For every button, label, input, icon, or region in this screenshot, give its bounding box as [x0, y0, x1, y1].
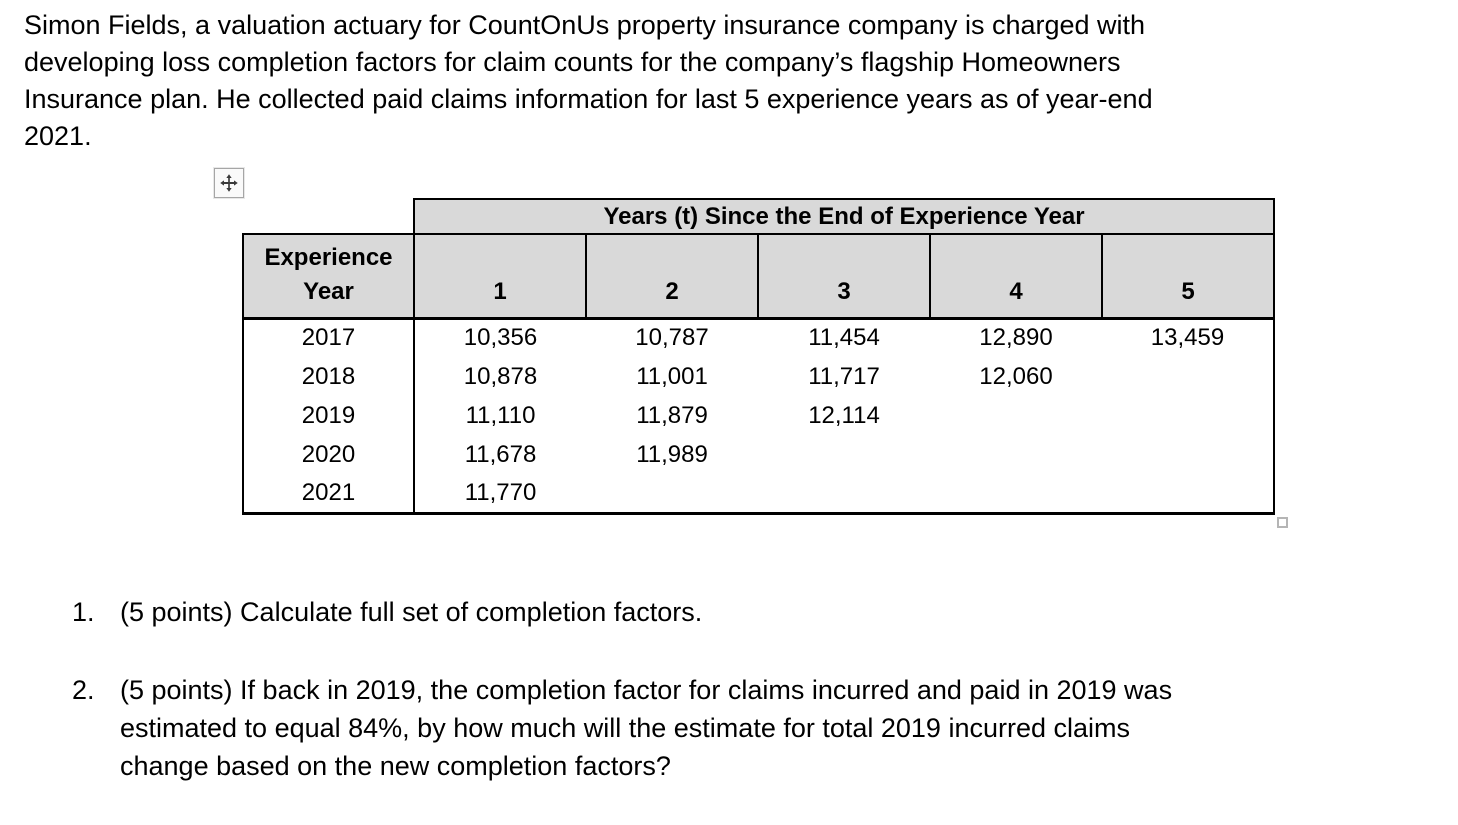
intro-line: Insurance plan. He collected paid claims…: [24, 84, 1153, 114]
claims-value-cell: [586, 474, 758, 515]
intro-paragraph: Simon Fields, a valuation actuary for Co…: [24, 7, 1444, 155]
claims-value-cell: 11,001: [636, 362, 708, 390]
claims-triangle-table: Years (t) Since the End of Experience Ye…: [242, 198, 1275, 515]
question-text: (5 points) If back in 2019, the completi…: [120, 675, 1173, 781]
claims-value-cell: [1102, 357, 1275, 396]
claims-value-cell: [930, 435, 1102, 474]
table-row-2019: 2019 11,110 11,879 12,114: [242, 396, 1275, 435]
claims-value-cell: 11,770: [414, 474, 586, 515]
claims-value-cell: 12,060: [979, 362, 1053, 390]
claims-value-cell: 11,717: [808, 362, 880, 390]
blank-corner-cell: [243, 199, 414, 234]
question-number: 2.: [72, 675, 95, 705]
claims-value-cell: [1102, 396, 1275, 435]
experience-year-cell: 2018: [242, 357, 415, 396]
claims-value-cell: 13,459: [1102, 318, 1275, 357]
claims-value-cell: [930, 396, 1102, 435]
claims-value-cell: 11,110: [465, 401, 536, 429]
table-row-2018: 2018 10,878 11,001 11,717 12,060: [242, 357, 1275, 396]
claims-value-cell: 11,678: [464, 440, 537, 468]
claims-value-cell: [758, 474, 930, 515]
claims-value-cell: 12,114: [808, 401, 880, 429]
table-row-2021: 2021 11,770: [242, 474, 1275, 515]
question-number: 1.: [72, 597, 95, 627]
claims-value-cell: 11,989: [636, 440, 708, 468]
years-since-end-header: Years (t) Since the End of Experience Ye…: [413, 198, 1275, 235]
table-column-header-row: Experience Year 1 2 3 4 5: [242, 233, 1275, 320]
year-column-header-3: 3: [757, 233, 931, 320]
claims-value-cell: [930, 474, 1102, 515]
intro-line: Simon Fields, a valuation actuary for Co…: [24, 10, 1146, 40]
question-2: 2. (5 points) If back in 2019, the compl…: [72, 671, 1432, 785]
year-column-header-2: 2: [585, 233, 759, 320]
year-column-header-4: 4: [929, 233, 1103, 320]
table-resize-handle[interactable]: [1277, 517, 1288, 528]
claims-value-cell: [1102, 435, 1275, 474]
table-span-header-row: Years (t) Since the End of Experience Ye…: [243, 198, 1275, 235]
intro-line: 2021.: [24, 121, 92, 151]
claims-value-cell: 11,879: [636, 401, 708, 429]
table-row-2017: 2017 10,356 10,787 11,454 12,890 13,459: [242, 318, 1275, 357]
year-column-header-5: 5: [1101, 233, 1275, 320]
claims-value-cell: 10,787: [635, 324, 709, 352]
experience-year-cell: 2020: [242, 435, 415, 474]
claims-value-cell: 11,454: [808, 324, 880, 352]
table-row-2020: 2020 11,678 11,989: [242, 435, 1275, 474]
claims-value-cell: [1102, 474, 1275, 515]
year-column-header-1: 1: [413, 233, 587, 320]
question-1: 1. (5 points) Calculate full set of comp…: [72, 593, 1432, 631]
experience-year-cell: 2017: [242, 318, 415, 357]
questions-list: 1. (5 points) Calculate full set of comp…: [72, 593, 1432, 825]
move-arrows-icon: [219, 173, 239, 193]
claims-value-cell: 10,356: [463, 324, 538, 352]
question-text: (5 points) Calculate full set of complet…: [120, 597, 703, 627]
experience-year-cell: 2019: [242, 396, 415, 435]
intro-line: developing loss completion factors for c…: [24, 47, 1121, 77]
experience-year-cell: 2021: [242, 474, 415, 515]
claims-value-cell: 12,890: [979, 324, 1053, 352]
claims-value-cell: [758, 435, 930, 474]
table-move-handle[interactable]: [214, 168, 244, 198]
claims-value-cell: 10,878: [463, 362, 538, 390]
experience-year-header: Experience Year: [242, 233, 415, 320]
